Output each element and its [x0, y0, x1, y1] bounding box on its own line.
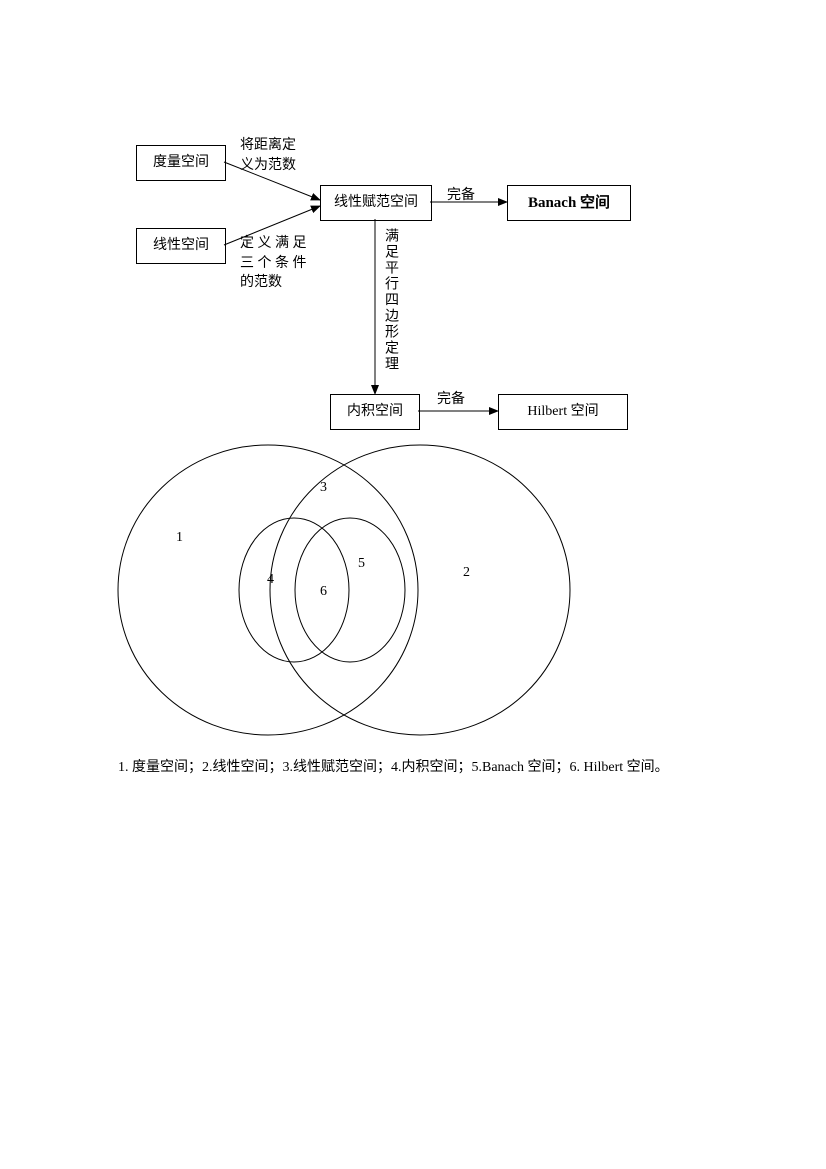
- node-inner-product-space: 内积空间: [330, 394, 420, 430]
- venn-diagram: [0, 0, 826, 760]
- venn-label-1: 1: [176, 530, 183, 546]
- venn-label-2: 2: [463, 565, 470, 581]
- node-normed-space: 线性赋范空间: [320, 185, 432, 221]
- edge-label-complete-banach: 完备: [447, 186, 475, 206]
- venn-label-5: 5: [358, 556, 365, 572]
- node-label: Banach 空间: [528, 194, 610, 212]
- edge-label-parallelogram: 满足平行四边形定理: [380, 228, 400, 372]
- edge-label-distance-as-norm: 将距离定 义为范数: [240, 136, 296, 175]
- node-label: 度量空间: [153, 155, 209, 172]
- node-label: 线性空间: [153, 238, 209, 255]
- node-label: 内积空间: [347, 404, 403, 421]
- edge-label-three-conditions: 定 义 满 足 三 个 条 件 的范数: [240, 234, 307, 293]
- node-banach-space: Banach 空间: [507, 185, 631, 221]
- venn-label-4: 4: [267, 572, 274, 588]
- venn-label-6: 6: [320, 584, 327, 600]
- node-linear-space: 线性空间: [136, 228, 226, 264]
- venn-caption: 1. 度量空间；2.线性空间；3.线性赋范空间；4.内积空间；5.Banach …: [118, 755, 708, 780]
- node-hilbert-space: Hilbert 空间: [498, 394, 628, 430]
- node-metric-space: 度量空间: [136, 145, 226, 181]
- node-label: Hilbert 空间: [527, 404, 598, 421]
- page: 度量空间 线性空间 线性赋范空间 Banach 空间 内积空间 Hilbert …: [0, 0, 826, 1169]
- edge-label-complete-hilbert: 完备: [437, 390, 465, 410]
- node-label: 线性赋范空间: [334, 195, 418, 212]
- venn-label-3: 3: [320, 480, 327, 496]
